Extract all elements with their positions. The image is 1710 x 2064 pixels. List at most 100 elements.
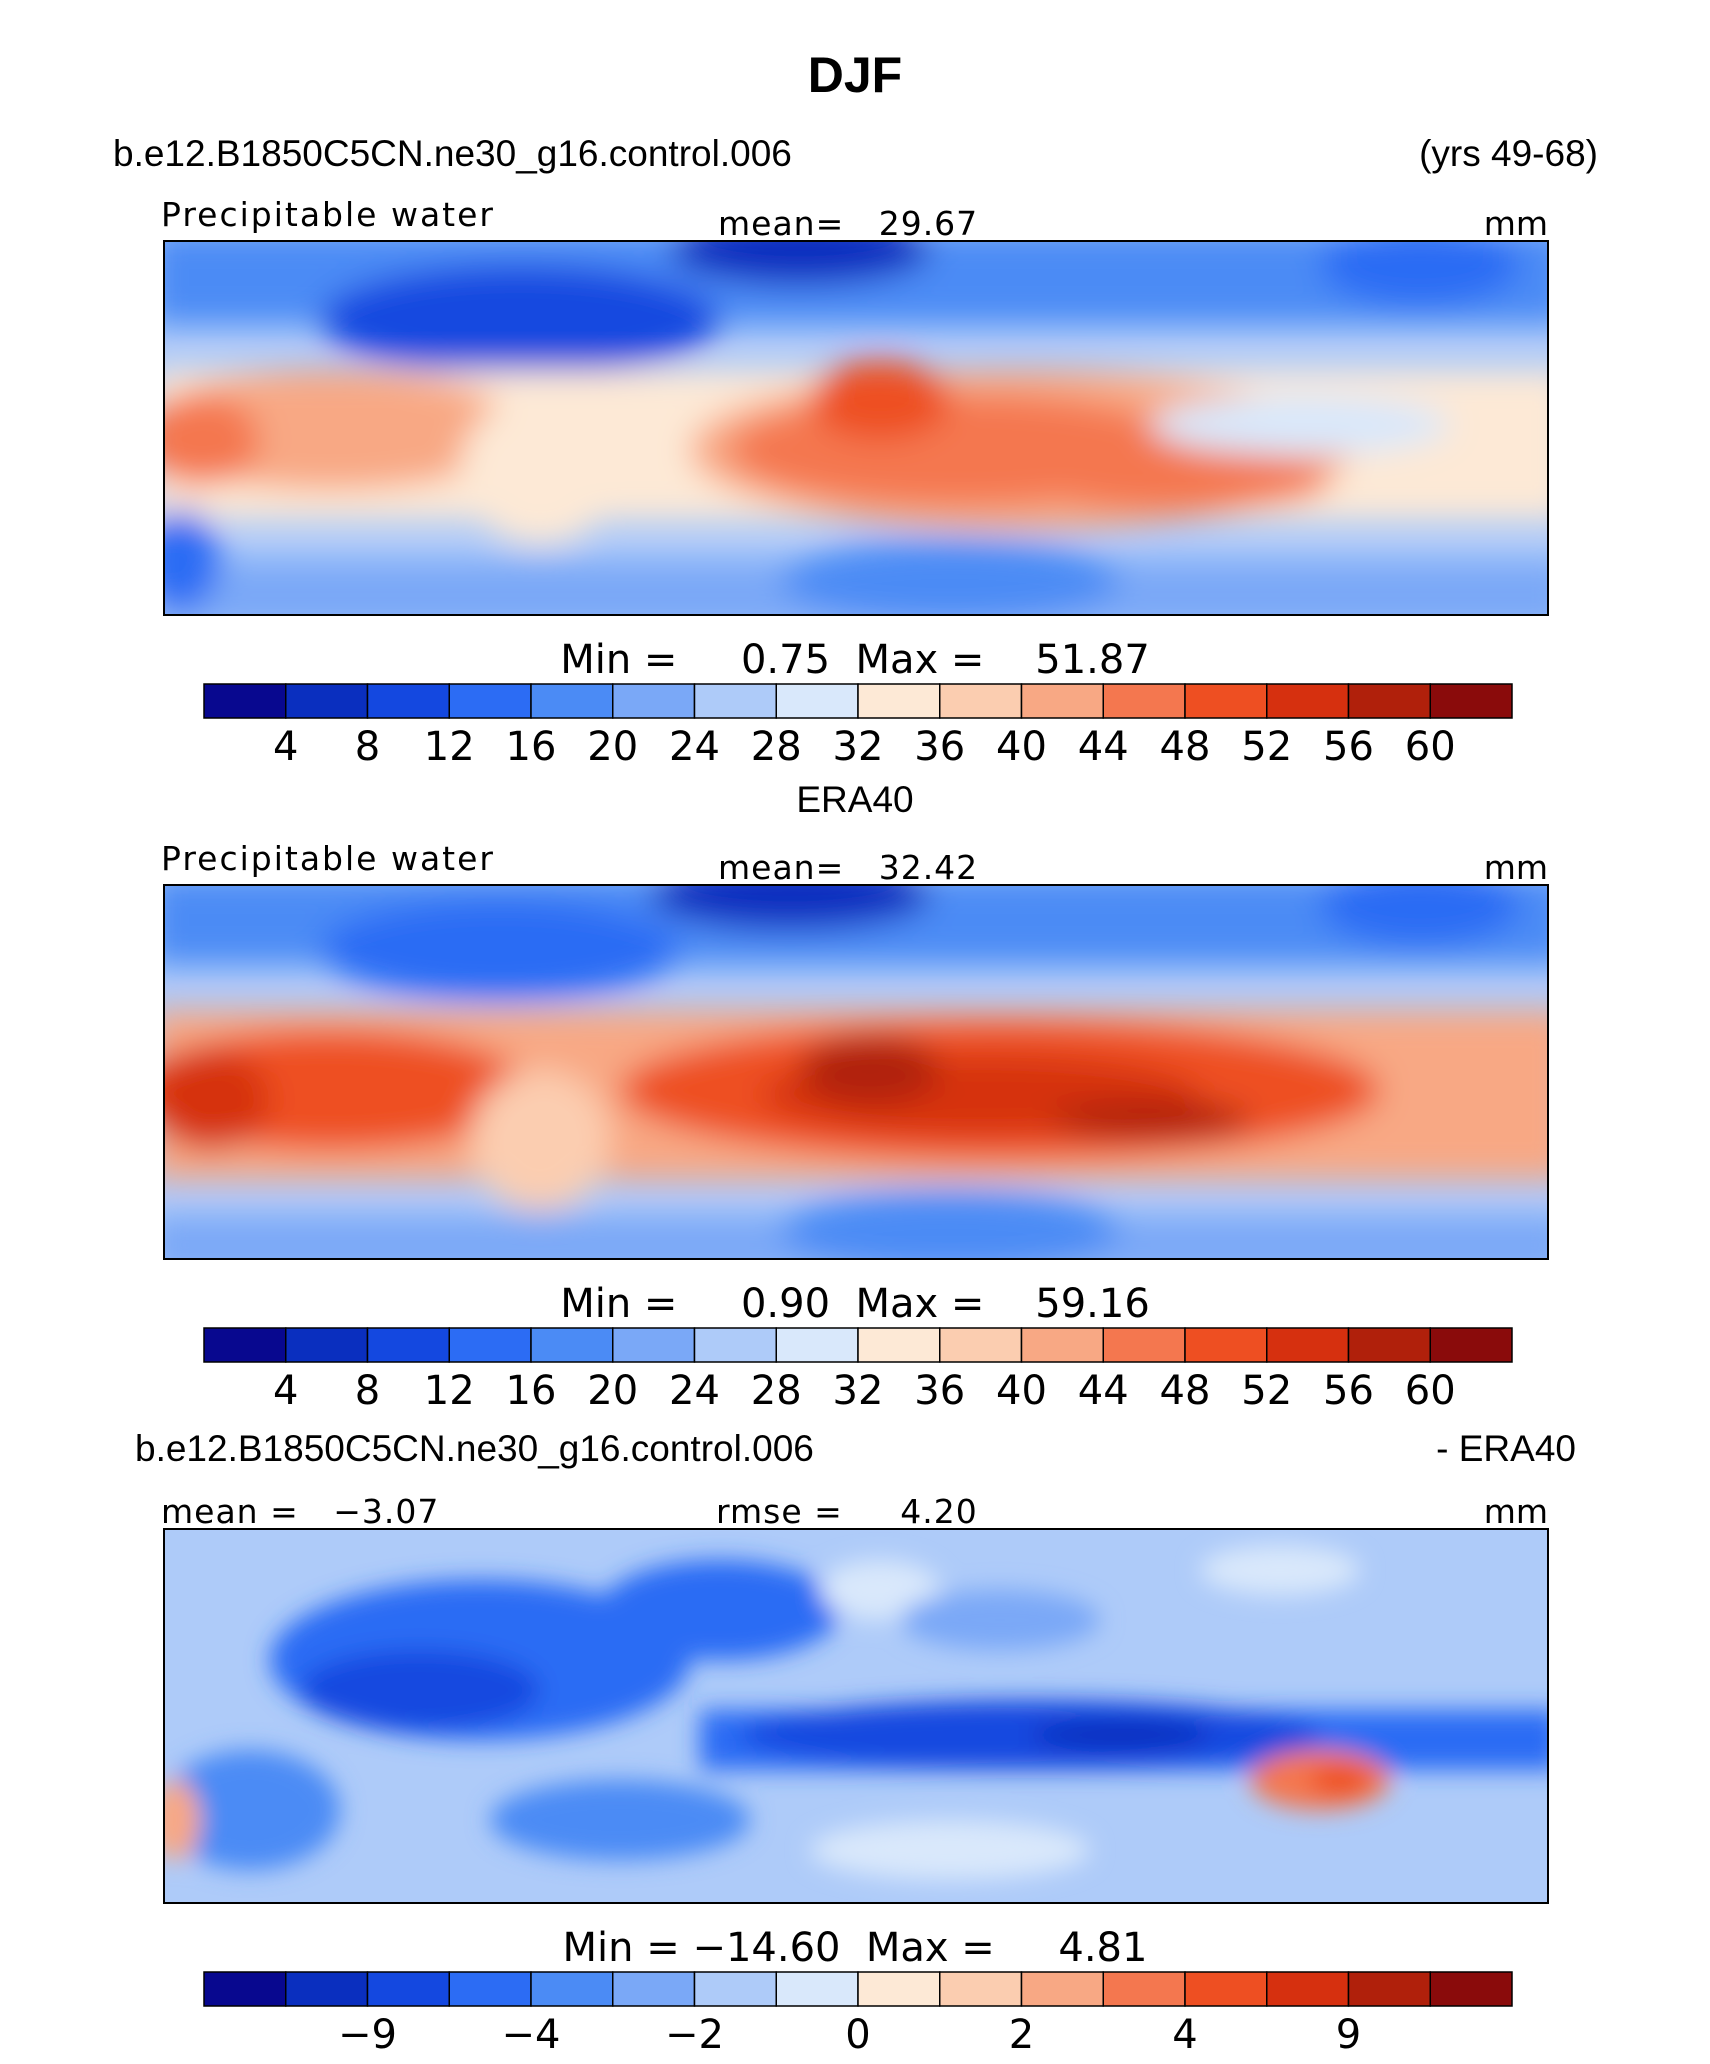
- colorbar-tick-label: 60: [1405, 1368, 1456, 1414]
- colorbar-box: [366, 1971, 450, 2007]
- panel-diff: b.e12.B1850C5CN.ne30_g16.control.006 - E…: [135, 1428, 1576, 2058]
- colorbar-tick-label: 36: [914, 724, 965, 770]
- colorbar-tick-label: 2: [1009, 2012, 1034, 2058]
- colorbar-box: [775, 1971, 859, 2007]
- colorbar-box: [203, 683, 287, 719]
- panel3-mean: mean = −3.07: [161, 1492, 439, 1531]
- panel2-frame: [163, 884, 1549, 1260]
- panel3-units: mm: [1484, 1492, 1548, 1531]
- colorbar-tick-label: −2: [665, 2012, 724, 2058]
- colorbar-tick-label: 36: [914, 1368, 965, 1414]
- colorbar-tick-label: 48: [1160, 1368, 1211, 1414]
- colorbar-tick-label: −9: [338, 2012, 397, 2058]
- colorbar-box: [1266, 1327, 1350, 1363]
- panel3-header-left: b.e12.B1850C5CN.ne30_g16.control.006: [135, 1428, 814, 1469]
- colorbar-box: [693, 683, 777, 719]
- colorbar-box: [1102, 1971, 1186, 2007]
- colorbar-box: [1429, 683, 1513, 719]
- colorbar-tick-label: 8: [355, 724, 380, 770]
- colorbar-box: [1102, 683, 1186, 719]
- colorbar-tick-label: 44: [1078, 1368, 1129, 1414]
- colorbar-tick-label: 44: [1078, 724, 1129, 770]
- colorbar-tick-label: 4: [273, 1368, 298, 1414]
- colorbar-box: [448, 1971, 532, 2007]
- colorbar-box: [1429, 1971, 1513, 2007]
- colorbar-tick-label: 40: [996, 1368, 1047, 1414]
- colorbar-box: [285, 1327, 369, 1363]
- colorbar-tick-label: 32: [833, 1368, 884, 1414]
- colorbar-box: [1429, 1327, 1513, 1363]
- colorbar-tick-label: 28: [751, 724, 802, 770]
- colorbar-tick-label: 60: [1405, 724, 1456, 770]
- colorbar-box: [285, 1971, 369, 2007]
- colorbar-box: [775, 1327, 859, 1363]
- case-name: b.e12.B1850C5CN.ne30_g16.control.006: [113, 133, 792, 174]
- colorbar-box: [1102, 1327, 1186, 1363]
- colorbar-box: [1266, 683, 1350, 719]
- colorbar-box: [448, 1327, 532, 1363]
- colorbar-box: [857, 1327, 941, 1363]
- colorbar-tick-label: 40: [996, 724, 1047, 770]
- panel2-minmax: Min = 0.90 Max = 59.16: [560, 1281, 1150, 1327]
- colorbar-box: [203, 1327, 287, 1363]
- colorbar-box: [693, 1327, 777, 1363]
- panel1-colorbar: 4 8 12 16 20 24 28 32 36 40 44 48 52 56 60: [203, 683, 1513, 770]
- panel2-header: ERA40: [796, 779, 913, 820]
- colorbar-tick-label: 12: [424, 1368, 475, 1414]
- colorbar-box: [775, 683, 859, 719]
- colorbar-box: [693, 1971, 777, 2007]
- panel3-colorbar: −9 −4 −2 0 2 4 9: [203, 1971, 1513, 2058]
- colorbar-tick-label: 24: [669, 1368, 720, 1414]
- years-label: (yrs 49-68): [1419, 133, 1598, 174]
- colorbar-tick-label: 56: [1323, 1368, 1374, 1414]
- colorbar-tick-label: 28: [751, 1368, 802, 1414]
- colorbar-tick-label: 16: [506, 724, 557, 770]
- colorbar-box: [1347, 1327, 1431, 1363]
- panel3-minmax: Min = −14.60 Max = 4.81: [563, 1925, 1148, 1971]
- colorbar-box: [612, 1971, 696, 2007]
- panel2-variable: Precipitable water: [161, 839, 495, 878]
- colorbar-tick-label: −4: [502, 2012, 561, 2058]
- colorbar-box: [857, 683, 941, 719]
- panel-model: Precipitable water mean= 29.67 mm: [161, 195, 1549, 770]
- colorbar-tick-label: 12: [424, 724, 475, 770]
- colorbar-box: [939, 1327, 1023, 1363]
- panel1-units: mm: [1484, 204, 1548, 243]
- colorbar-box: [1184, 683, 1268, 719]
- colorbar-box: [1184, 1327, 1268, 1363]
- colorbar-tick-label: 9: [1336, 2012, 1361, 2058]
- colorbar-tick-label: 20: [587, 724, 638, 770]
- panel3-header-right: - ERA40: [1436, 1428, 1576, 1469]
- colorbar-box: [530, 1327, 614, 1363]
- colorbar-tick-label: 8: [355, 1368, 380, 1414]
- colorbar-box: [612, 683, 696, 719]
- colorbar-tick-label: 52: [1241, 724, 1292, 770]
- panel3-frame: [163, 1528, 1549, 1904]
- colorbar-box: [857, 1971, 941, 2007]
- colorbar-box: [1347, 683, 1431, 719]
- panel-obs: ERA40 Precipitable water mean= 32.42 mm: [161, 779, 1549, 1414]
- panel1-minmax: Min = 0.75 Max = 51.87: [560, 637, 1150, 683]
- colorbar-tick-label: 48: [1160, 724, 1211, 770]
- colorbar-box: [203, 1971, 287, 2007]
- panel3-field: [164, 1529, 1548, 1903]
- colorbar-tick-label: 20: [587, 1368, 638, 1414]
- panel1-mean: mean= 29.67: [718, 204, 978, 243]
- panel2-mean: mean= 32.42: [718, 848, 978, 887]
- colorbar-box: [1184, 1971, 1268, 2007]
- colorbar-tick-label: 4: [1172, 2012, 1197, 2058]
- colorbar-tick-label: 52: [1241, 1368, 1292, 1414]
- colorbar-box: [530, 1971, 614, 2007]
- colorbar-tick-label: 16: [506, 1368, 557, 1414]
- colorbar-tick-label: 32: [833, 724, 884, 770]
- colorbar-box: [1020, 683, 1104, 719]
- colorbar-box: [448, 683, 532, 719]
- colorbar-box: [530, 683, 614, 719]
- panel1-variable: Precipitable water: [161, 195, 495, 234]
- panel2-colorbar: 4 8 12 16 20 24 28 32 36 40 44 48 52 56 60: [203, 1327, 1513, 1414]
- colorbar-box: [285, 683, 369, 719]
- colorbar-box: [939, 1971, 1023, 2007]
- colorbar-tick-label: 4: [273, 724, 298, 770]
- panel2-field: [164, 885, 1548, 1259]
